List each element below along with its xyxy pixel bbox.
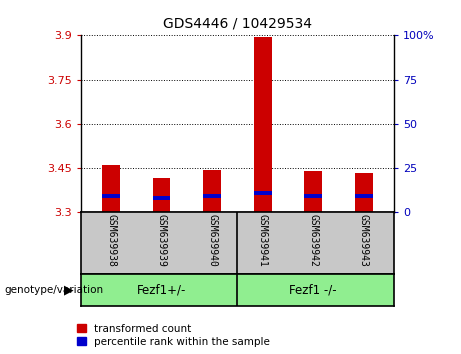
Text: Fezf1 -/-: Fezf1 -/- [290, 284, 337, 297]
Title: GDS4446 / 10429534: GDS4446 / 10429534 [163, 16, 312, 30]
Bar [304, 194, 322, 198]
Text: ▶: ▶ [64, 284, 74, 297]
Text: GSM639938: GSM639938 [106, 214, 116, 267]
Bar [304, 171, 322, 212]
Text: genotype/variation: genotype/variation [5, 285, 104, 295]
Text: GSM639943: GSM639943 [359, 214, 369, 267]
Bar [153, 196, 171, 200]
Bar [355, 194, 372, 198]
Bar [203, 194, 221, 198]
Bar [254, 191, 272, 195]
Text: GSM639941: GSM639941 [258, 214, 268, 267]
Bar [102, 165, 120, 212]
Text: GSM639940: GSM639940 [207, 214, 217, 267]
Bar [102, 194, 120, 198]
Text: GSM639939: GSM639939 [157, 214, 166, 267]
Bar [355, 172, 372, 212]
Bar [254, 37, 272, 212]
Legend: transformed count, percentile rank within the sample: transformed count, percentile rank withi… [77, 324, 270, 347]
Text: GSM639942: GSM639942 [308, 214, 318, 267]
Bar [203, 170, 221, 212]
Bar [153, 178, 171, 212]
Text: Fezf1+/-: Fezf1+/- [137, 284, 186, 297]
